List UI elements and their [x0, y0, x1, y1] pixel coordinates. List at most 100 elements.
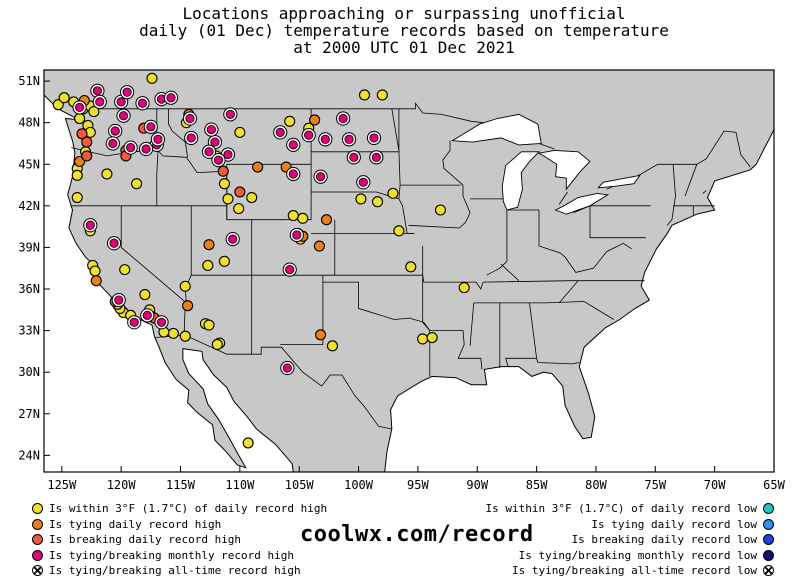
station-marker[interactable] — [242, 437, 254, 449]
station-marker[interactable] — [88, 106, 100, 118]
station-marker[interactable] — [141, 144, 151, 154]
station-marker[interactable] — [108, 138, 118, 149]
station-marker[interactable] — [217, 165, 229, 177]
station-marker[interactable] — [122, 87, 132, 97]
station-marker[interactable] — [417, 333, 429, 345]
station-marker[interactable] — [369, 133, 379, 143]
station-marker[interactable] — [71, 169, 83, 181]
station-marker[interactable] — [167, 327, 179, 339]
station-marker[interactable] — [338, 113, 348, 124]
station-marker[interactable] — [297, 212, 309, 224]
station-marker[interactable] — [129, 317, 139, 327]
station-marker[interactable] — [287, 210, 299, 222]
station-marker[interactable] — [210, 137, 220, 147]
station-marker[interactable] — [252, 161, 264, 173]
station-marker[interactable] — [315, 329, 327, 341]
station-marker[interactable] — [387, 187, 399, 199]
station-marker[interactable] — [282, 363, 292, 373]
station-marker[interactable] — [185, 113, 195, 124]
station-marker[interactable] — [309, 114, 321, 126]
station-marker[interactable] — [74, 112, 86, 125]
station-marker[interactable] — [126, 143, 136, 153]
station-marker[interactable] — [288, 140, 298, 150]
station-marker[interactable] — [304, 130, 314, 140]
station-marker[interactable] — [119, 264, 131, 276]
station-marker[interactable] — [179, 280, 191, 292]
station-marker[interactable] — [288, 169, 298, 179]
station-marker[interactable] — [166, 93, 176, 103]
station-marker[interactable] — [58, 92, 70, 104]
station-marker[interactable] — [349, 152, 359, 162]
station-marker[interactable] — [89, 265, 101, 277]
station-marker[interactable] — [434, 204, 447, 216]
station-marker[interactable] — [71, 191, 83, 204]
station-marker[interactable] — [203, 319, 215, 331]
station-marker[interactable] — [139, 289, 151, 301]
station-marker[interactable] — [203, 239, 215, 251]
station-marker[interactable] — [284, 115, 296, 127]
station-marker[interactable] — [344, 134, 354, 144]
station-marker[interactable] — [153, 134, 163, 144]
border-line — [558, 191, 568, 205]
station-marker[interactable] — [358, 177, 368, 187]
station-marker[interactable] — [146, 72, 158, 84]
station-marker[interactable] — [202, 259, 214, 272]
station-marker[interactable] — [355, 193, 367, 205]
station-marker[interactable] — [218, 178, 230, 190]
station-marker[interactable] — [285, 265, 295, 275]
station-marker[interactable] — [376, 89, 388, 101]
station-marker[interactable] — [114, 295, 124, 305]
border-line — [322, 281, 431, 331]
station-marker[interactable] — [275, 127, 285, 137]
station-marker[interactable] — [204, 147, 214, 157]
station-marker[interactable] — [358, 89, 371, 101]
station-marker[interactable] — [228, 234, 238, 244]
station-marker[interactable] — [234, 186, 246, 198]
station-marker[interactable] — [393, 225, 405, 237]
station-marker[interactable] — [246, 191, 258, 204]
station-marker[interactable] — [131, 178, 143, 190]
station-marker[interactable] — [186, 133, 196, 143]
station-marker[interactable] — [233, 203, 245, 215]
station-marker[interactable] — [101, 168, 113, 180]
station-marker[interactable] — [223, 149, 233, 160]
station-marker[interactable] — [76, 128, 88, 140]
station-marker[interactable] — [371, 196, 384, 208]
station-marker[interactable] — [313, 240, 325, 252]
station-marker[interactable] — [75, 102, 85, 113]
station-marker[interactable] — [118, 111, 129, 121]
station-marker[interactable] — [142, 310, 152, 320]
station-marker[interactable] — [81, 150, 93, 162]
station-marker[interactable] — [109, 238, 119, 248]
station-marker[interactable] — [218, 255, 230, 267]
station-marker[interactable] — [95, 97, 105, 107]
station-marker[interactable] — [371, 152, 381, 162]
station-marker[interactable] — [110, 126, 120, 136]
station-marker[interactable] — [234, 126, 246, 138]
station-marker[interactable] — [326, 340, 338, 352]
station-marker[interactable] — [315, 172, 326, 182]
station-marker[interactable] — [426, 331, 438, 344]
station-marker[interactable] — [85, 220, 95, 230]
station-marker[interactable] — [156, 317, 167, 327]
station-marker[interactable] — [116, 97, 126, 107]
station-marker[interactable] — [213, 155, 224, 165]
station-marker[interactable] — [222, 193, 234, 205]
station-marker[interactable] — [292, 230, 302, 240]
station-marker[interactable] — [320, 134, 330, 144]
station-marker[interactable] — [179, 330, 191, 342]
station-marker[interactable] — [52, 99, 64, 111]
station-marker[interactable] — [81, 136, 93, 148]
station-marker[interactable] — [182, 300, 194, 312]
station-marker[interactable] — [405, 261, 417, 273]
station-marker[interactable] — [92, 86, 103, 96]
station-marker[interactable] — [320, 214, 333, 226]
station-marker[interactable] — [146, 122, 156, 132]
station-marker[interactable] — [137, 98, 148, 108]
station-marker[interactable] — [206, 125, 216, 135]
station-marker[interactable] — [458, 282, 470, 294]
station-marker[interactable] — [211, 338, 223, 351]
brand-link[interactable]: coolwx.com/record — [300, 522, 534, 547]
station-marker[interactable] — [225, 109, 235, 119]
station-marker[interactable] — [90, 275, 102, 287]
